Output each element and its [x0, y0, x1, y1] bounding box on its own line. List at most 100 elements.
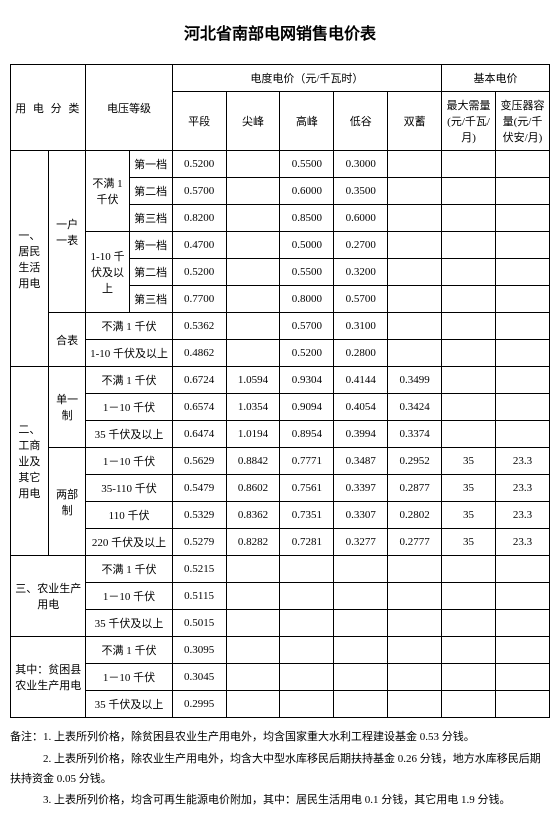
cell: 0.3307 — [334, 502, 388, 529]
cell: 0.7700 — [172, 286, 226, 313]
cell: 1.0354 — [226, 394, 280, 421]
cat4-v3: 35 千伏及以上 — [86, 691, 172, 718]
cell — [442, 637, 496, 664]
cell: 0.8602 — [226, 475, 280, 502]
cell: 0.2802 — [388, 502, 442, 529]
cat1-voltb: 1-10 千伏及以上 — [86, 232, 129, 313]
cell: 0.7351 — [280, 502, 334, 529]
cell: 0.3045 — [172, 664, 226, 691]
cell — [496, 286, 550, 313]
cell: 0.6724 — [172, 367, 226, 394]
cell — [442, 259, 496, 286]
cat1-tier3: 第三档 — [129, 205, 172, 232]
cell: 0.2777 — [388, 529, 442, 556]
cell — [496, 232, 550, 259]
cat1-tier1b: 第一档 — [129, 232, 172, 259]
cell — [334, 583, 388, 610]
cell: 0.3277 — [334, 529, 388, 556]
cell — [334, 664, 388, 691]
cat2-v5: 35-110 千伏 — [86, 475, 172, 502]
cell: 0.5329 — [172, 502, 226, 529]
cell: 35 — [442, 529, 496, 556]
cell — [226, 259, 280, 286]
cat1-name: 一、居民生活用电 — [11, 151, 49, 367]
cell: 0.9304 — [280, 367, 334, 394]
cell — [334, 637, 388, 664]
cat1-voltd: 1-10 千伏及以上 — [86, 340, 172, 367]
cell: 0.2952 — [388, 448, 442, 475]
cell: 0.2800 — [334, 340, 388, 367]
cell: 0.8200 — [172, 205, 226, 232]
cell: 0.5362 — [172, 313, 226, 340]
cell: 0.4862 — [172, 340, 226, 367]
cell: 0.7561 — [280, 475, 334, 502]
cat2-sub2: 两部制 — [48, 448, 86, 556]
cell: 0.3424 — [388, 394, 442, 421]
cell — [442, 691, 496, 718]
cell — [442, 313, 496, 340]
cell: 0.5629 — [172, 448, 226, 475]
cell: 0.2700 — [334, 232, 388, 259]
page-title: 河北省南部电网销售电价表 — [10, 20, 550, 44]
cat4-v2: 1－10 千伏 — [86, 664, 172, 691]
hdr-transformer: 变压器容量(元/千伏安/月) — [496, 92, 550, 151]
cell — [496, 178, 550, 205]
cell: 0.5479 — [172, 475, 226, 502]
cell — [442, 232, 496, 259]
cat3-v3: 35 千伏及以上 — [86, 610, 172, 637]
cell — [388, 178, 442, 205]
cell — [442, 340, 496, 367]
cell — [334, 556, 388, 583]
cell — [280, 583, 334, 610]
cat2-v6: 110 千伏 — [86, 502, 172, 529]
cell — [280, 556, 334, 583]
cell: 0.8000 — [280, 286, 334, 313]
cat1-tier2: 第二档 — [129, 178, 172, 205]
cell — [226, 205, 280, 232]
cell — [496, 691, 550, 718]
cell — [442, 556, 496, 583]
cell: 0.3994 — [334, 421, 388, 448]
cell — [334, 610, 388, 637]
cell — [280, 637, 334, 664]
cell — [388, 286, 442, 313]
cell: 0.5015 — [172, 610, 226, 637]
cell — [496, 259, 550, 286]
cell — [496, 637, 550, 664]
cell — [388, 691, 442, 718]
cell: 0.8282 — [226, 529, 280, 556]
cell — [496, 367, 550, 394]
cell — [388, 637, 442, 664]
cell — [496, 340, 550, 367]
cell: 0.4144 — [334, 367, 388, 394]
cell: 0.5115 — [172, 583, 226, 610]
note3: 3. 上表所列价格，均含可再生能源电价附加，其中：居民生活用电 0.1 分钱，其… — [10, 791, 550, 811]
cell — [226, 286, 280, 313]
cell — [442, 664, 496, 691]
cat1-tier3b: 第三档 — [129, 286, 172, 313]
cell — [388, 259, 442, 286]
cell: 0.5000 — [280, 232, 334, 259]
notes: 备注：1. 上表所列价格，除贫困县农业生产用电外，均含国家重大水利工程建设基金 … — [10, 728, 550, 811]
cell — [496, 151, 550, 178]
hdr-voltage: 电压等级 — [86, 65, 172, 151]
cell: 0.9094 — [280, 394, 334, 421]
note1: 备注：1. 上表所列价格，除贫困县农业生产用电外，均含国家重大水利工程建设基金 … — [10, 728, 550, 748]
cell: 0.3095 — [172, 637, 226, 664]
cell — [388, 664, 442, 691]
cell — [496, 556, 550, 583]
cat3-name: 三、农业生产用电 — [11, 556, 86, 637]
cell — [442, 151, 496, 178]
cell — [334, 691, 388, 718]
cell — [442, 421, 496, 448]
cell: 0.3499 — [388, 367, 442, 394]
cell — [442, 583, 496, 610]
cell — [496, 610, 550, 637]
cell: 0.3200 — [334, 259, 388, 286]
hdr-base: 基本电价 — [442, 65, 550, 92]
cell: 0.5200 — [280, 340, 334, 367]
cell: 23.3 — [496, 502, 550, 529]
cell: 0.2995 — [172, 691, 226, 718]
cell — [226, 313, 280, 340]
cat1-voltc: 不满 1 千伏 — [86, 313, 172, 340]
